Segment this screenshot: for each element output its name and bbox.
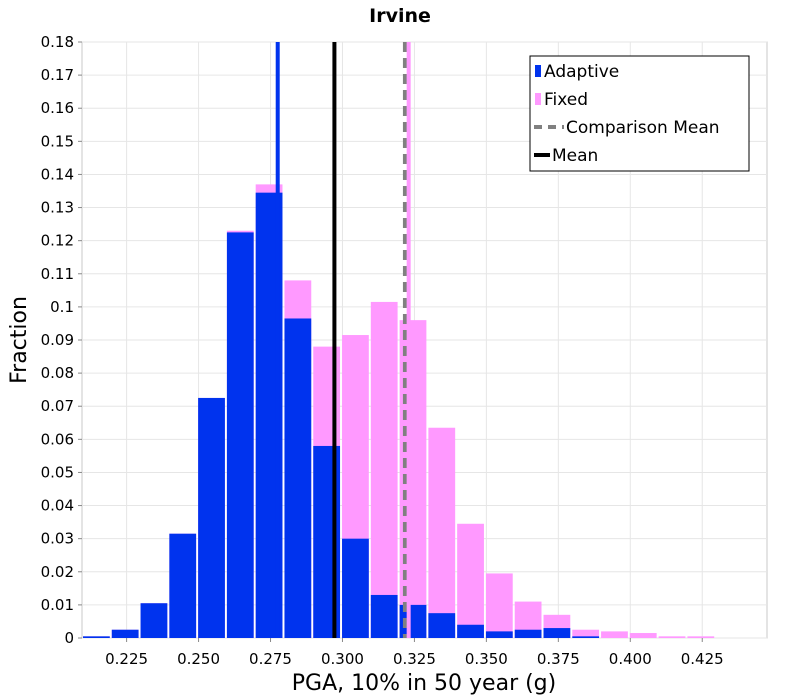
y-tick-label: 0.12 [41,232,74,250]
legend-label: Mean [552,146,598,166]
adaptive-bar [457,624,484,638]
adaptive-bar [572,636,600,638]
y-tick-label: 0.06 [41,430,74,448]
legend-box [529,55,750,172]
y-tick-label: 0.02 [41,563,74,581]
y-tick-label: 0.05 [41,463,74,481]
adaptive-bar [83,636,110,638]
x-tick-label: 0.375 [537,650,580,668]
fixed-bar [428,427,456,638]
adaptive-bar [428,613,456,638]
y-axis-ticks: 0 0.01 0.02 0.03 0.04 0.05 0.06 0.07 0.08 0.09 0.1… [41,33,82,647]
adaptive-bar [543,628,571,638]
fixed-bar [658,636,686,638]
legend-label: Comparison Mean [566,118,720,138]
y-tick-label: 0.03 [41,530,74,548]
adaptive-bar [370,594,398,638]
x-tick-label: 0.350 [465,650,508,668]
x-tick-label: 0.300 [321,650,364,668]
adaptive-bar [111,629,139,638]
x-tick-label: 0.275 [249,650,292,668]
adaptive-bar [169,533,197,638]
x-tick-label: 0.225 [105,650,148,668]
legend-swatch [535,65,541,77]
fixed-bar [572,629,600,638]
reference-lines [275,42,411,638]
x-tick-label: 0.425 [681,650,724,668]
y-tick-label: 0.17 [41,66,74,84]
y-tick-label: 0.1 [50,298,74,316]
x-tick-label: 0.400 [609,650,652,668]
x-tick-label: 0.325 [393,650,436,668]
legend-label: Adaptive [544,62,619,82]
legend-label: Fixed [544,90,588,110]
x-axis-title: PGA, 10% in 50 year (g) [292,671,556,696]
adaptive-bar [198,397,225,638]
y-axis-title: Fraction [7,296,32,384]
y-tick-label: 0.15 [41,132,74,150]
fixed-bar [601,631,628,638]
adaptive-bar [342,538,369,638]
fixed-bar [687,636,715,638]
adaptive-bar [514,629,542,638]
y-tick-label: 0.09 [41,331,74,349]
x-tick-label: 0.250 [177,650,220,668]
chart-title: Irvine [369,5,431,27]
y-tick-label: 0.07 [41,397,74,415]
adaptive-bar [485,631,513,638]
y-tick-label: 0.13 [41,199,74,217]
legend-swatch [535,93,541,105]
y-tick-label: 0.04 [41,497,74,515]
fixed-bar [457,523,484,638]
y-tick-label: 0.14 [41,165,74,183]
y-tick-label: 0.01 [41,596,74,614]
fixed-bar [370,301,398,638]
legend: Adaptive Fixed Comparison Mean Mean [529,55,750,172]
adaptive-bar [284,318,312,638]
adaptive-bar [226,232,254,638]
y-tick-label: 0.16 [41,99,74,117]
fixed-bar [485,573,513,638]
adaptive-bar [140,603,168,638]
y-tick-label: 0 [64,629,74,647]
y-tick-label: 0.08 [41,364,74,382]
y-tick-label: 0.11 [41,265,74,283]
x-axis-ticks: 0.225 0.250 0.275 0.300 0.325 0.350 0.375 0.400… [105,638,724,668]
y-tick-label: 0.18 [41,33,74,51]
fixed-bar [629,633,657,638]
